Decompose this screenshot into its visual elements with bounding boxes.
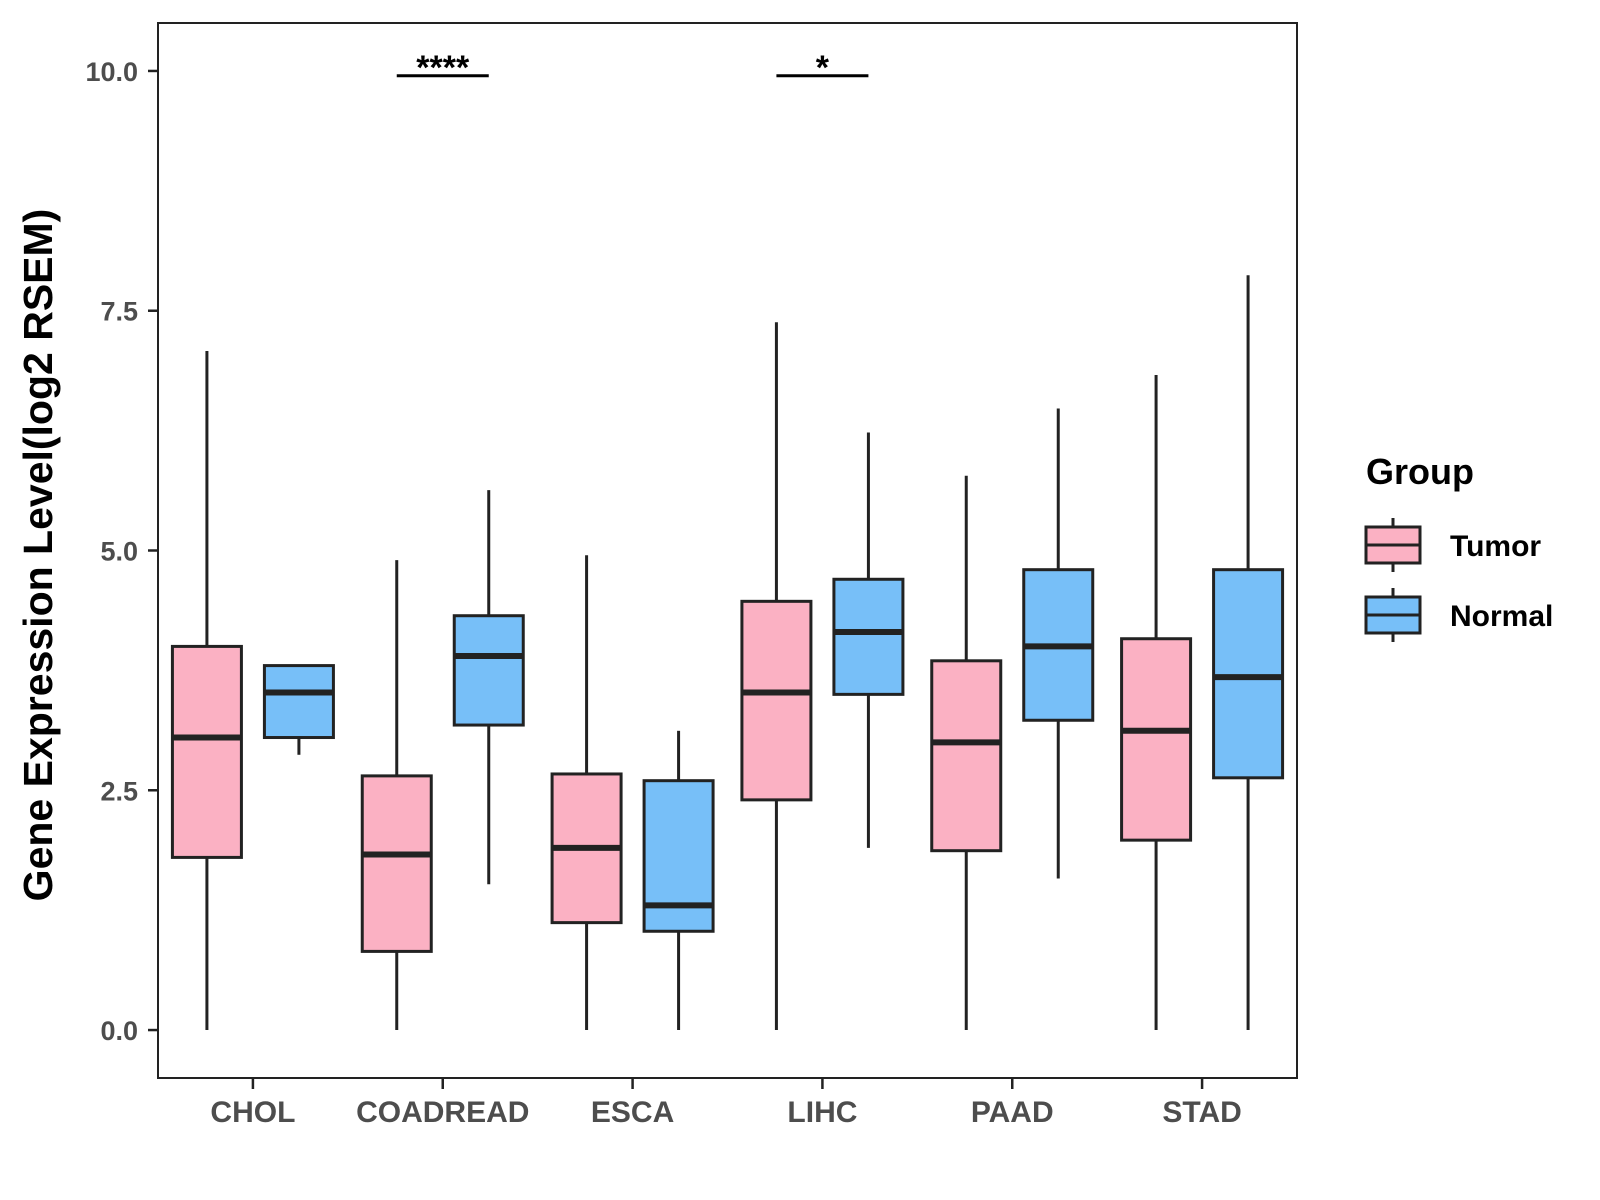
box-tumor (1120, 637, 1193, 842)
legend-entry-label: Tumor (1450, 530, 1541, 563)
box-normal (642, 779, 715, 933)
significance-label: * (816, 49, 830, 87)
x-axis-tick-label: COADREAD (356, 1096, 529, 1129)
box-tumor (170, 644, 243, 859)
significance-label: **** (416, 49, 470, 87)
plot-area: 0.0 2.5 5.0 7.5 10.0 CHOL COADREAD ESCA LIHC PAAD… (85, 22, 1298, 1129)
box-normal (452, 614, 525, 727)
legend-entry-label: Normal (1450, 600, 1553, 633)
y-axis-title: Gene Expression Level(log2 RSEM) (15, 209, 61, 902)
box-tumor (930, 659, 1003, 853)
box-normal (262, 664, 335, 740)
box-tumor (360, 774, 433, 953)
y-axis-tick-label: 0.0 (100, 1016, 138, 1046)
legend: Group Tumor Normal (1364, 451, 1553, 642)
plot-panel-border (157, 22, 1298, 1079)
y-axis-tick-label: 2.5 (100, 776, 138, 806)
x-axis-tick-label: STAD (1162, 1096, 1241, 1129)
box-normal (832, 577, 905, 696)
y-axis-tick-label: 7.5 (100, 297, 138, 327)
x-axis-tick-label: PAAD (971, 1096, 1054, 1129)
y-axis-tick-label: 5.0 (100, 537, 138, 567)
box-tumor (740, 599, 813, 802)
legend-title: Group (1366, 451, 1474, 492)
x-axis-tick-label: LIHC (787, 1096, 857, 1129)
x-axis-tick-label: CHOL (210, 1096, 295, 1129)
x-axis-tick-label: ESCA (591, 1096, 674, 1129)
y-axis-tick-label: 10.0 (85, 57, 138, 87)
box-normal (1212, 568, 1285, 780)
